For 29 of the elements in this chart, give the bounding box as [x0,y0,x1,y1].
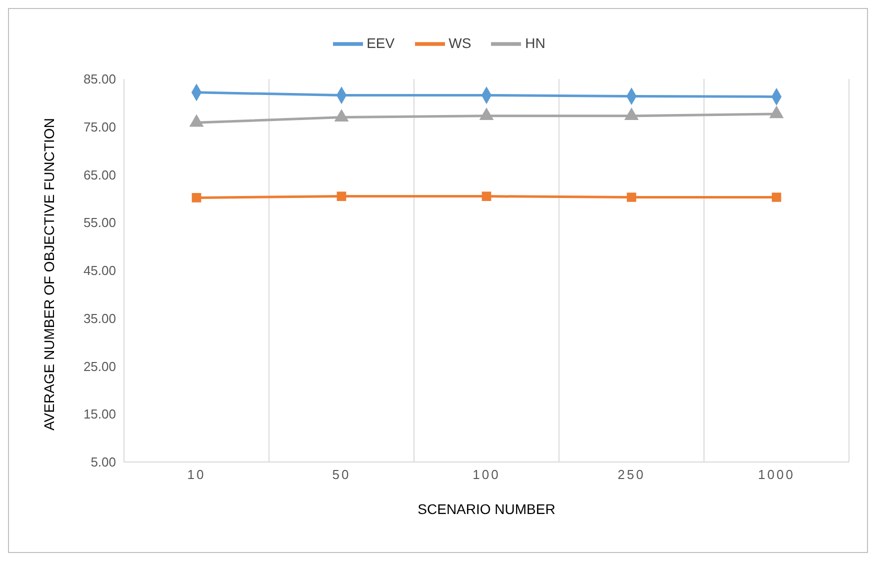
legend-label: EEV [366,34,395,51]
point [336,192,346,201]
x-tick-label: 250 [618,467,646,482]
x-axis-title: SCENARIO NUMBER [418,501,556,517]
x-tick-label: 10 [187,467,206,482]
point [480,108,494,120]
point [334,109,348,122]
point [482,192,492,201]
y-tick-label: 35.00 [83,310,116,326]
y-tick-label: 25.00 [83,358,116,374]
y-tick-label: 5.00 [90,454,116,470]
point [190,114,204,127]
point [624,108,638,120]
y-tick-label: 15.00 [83,406,116,422]
y-tick-label: 85.00 [83,72,116,87]
legend-label: WS [448,34,472,51]
legend-label: HN [525,34,546,51]
y-tick-label: 75.00 [83,119,116,134]
point [192,193,202,202]
point [626,192,636,202]
x-tick-label: 50 [332,467,351,482]
y-tick-label: 55.00 [83,215,116,230]
y-tick-label: 65.00 [83,167,116,182]
y-tick-label: 45.00 [83,263,116,278]
point [772,192,782,202]
y-axis-title: AVERAGE NUMBER OF OBJECTIVE FUNCTION [40,118,57,430]
x-tick-label: 100 [472,467,500,482]
point [770,106,784,118]
x-tick-label: 1000 [758,467,795,482]
